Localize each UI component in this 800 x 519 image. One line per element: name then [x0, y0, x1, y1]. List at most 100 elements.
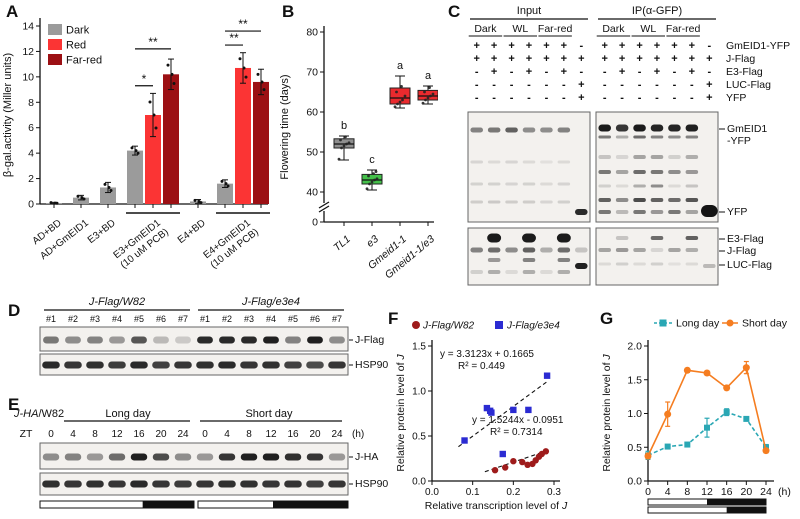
svg-text:y = 1.5244x - 0.0951: y = 1.5244x - 0.0951	[472, 415, 564, 426]
panel-e-label: E	[8, 395, 20, 414]
data-point	[704, 424, 711, 431]
svg-text:-: -	[527, 79, 531, 91]
blot-band	[598, 184, 611, 188]
svg-text:Relative protein level of J: Relative protein level of J	[395, 354, 407, 472]
scatter-point-e3e4	[510, 406, 517, 414]
blot-band	[668, 124, 681, 132]
svg-text:-: -	[545, 66, 549, 78]
blot-band	[598, 198, 611, 202]
blot-band	[685, 170, 699, 174]
panel-a: A 0 2 4 6 8 10 12 14 β-gal.activity (Miller unit…	[0, 0, 272, 283]
svg-text:J-Flag/e3e4: J-Flag/e3e4	[241, 296, 300, 308]
panel-b-label: B	[282, 2, 295, 21]
blot-band	[218, 361, 236, 369]
svg-text:a: a	[397, 60, 404, 72]
svg-text:(h): (h)	[778, 486, 791, 498]
blot-band	[64, 480, 82, 488]
blot-band	[262, 480, 280, 488]
svg-text:+: +	[491, 66, 497, 78]
svg-text:+: +	[636, 40, 642, 52]
blot-band	[505, 247, 518, 253]
blot-band	[575, 263, 588, 269]
blot-band	[240, 361, 258, 369]
svg-text:HSP90: HSP90	[355, 478, 388, 490]
svg-text:#4: #4	[112, 314, 122, 324]
blot-band	[668, 198, 681, 202]
blot-band	[615, 155, 629, 159]
svg-text:-: -	[620, 92, 624, 104]
svg-text:E3+BD: E3+BD	[86, 218, 118, 246]
blot-band	[685, 198, 699, 202]
blot-band	[557, 247, 571, 253]
svg-text:#1: #1	[46, 314, 56, 324]
blot-box	[39, 326, 349, 352]
svg-text:Flowering time (days): Flowering time (days)	[279, 74, 291, 179]
panel-e: E J-HA/W82 Long day Short day ZT 0 4 8 12 16 20 24…	[0, 387, 392, 519]
svg-text:0: 0	[312, 217, 318, 229]
blot-band	[505, 160, 518, 164]
svg-text:-: -	[638, 66, 642, 78]
blot-band	[505, 127, 518, 133]
svg-text:-: -	[492, 79, 496, 91]
blot-band	[328, 453, 346, 461]
blot-band	[598, 248, 611, 252]
svg-text:J-Flag/W82: J-Flag/W82	[88, 296, 145, 308]
svg-text:-: -	[690, 92, 694, 104]
svg-text:+: +	[491, 40, 497, 52]
svg-text:+: +	[636, 53, 642, 65]
blot-band	[328, 480, 346, 488]
svg-text:+: +	[671, 53, 677, 65]
blot-band	[284, 453, 302, 461]
svg-text:R² = 0.7314: R² = 0.7314	[490, 427, 543, 438]
svg-text:-: -	[603, 66, 607, 78]
svg-text:-: -	[655, 92, 659, 104]
blot-band	[43, 336, 59, 344]
svg-text:E3-Flag: E3-Flag	[726, 66, 763, 78]
svg-text:8: 8	[684, 486, 690, 498]
svg-text:-: -	[603, 79, 607, 91]
svg-text:LUC-Flag: LUC-Flag	[727, 259, 772, 271]
blot-band	[306, 480, 324, 488]
blot-band	[650, 124, 664, 132]
svg-text:Input: Input	[517, 5, 541, 17]
photoperiod-bar-long-day	[39, 500, 195, 509]
svg-text:+: +	[543, 53, 549, 65]
svg-text:+: +	[689, 53, 695, 65]
svg-text:GmEID1: GmEID1	[727, 123, 767, 135]
blot-band	[615, 236, 629, 240]
svg-text:16: 16	[287, 429, 299, 440]
blot-band	[557, 258, 571, 262]
blot-band	[615, 170, 629, 174]
blot-band	[328, 361, 346, 369]
svg-text:8: 8	[92, 429, 98, 440]
blot-band	[470, 270, 483, 274]
svg-text:*: *	[142, 72, 147, 86]
blot-band	[522, 127, 536, 133]
svg-text:12: 12	[701, 486, 713, 498]
blot-band	[598, 135, 611, 139]
scatter-point-w82	[510, 458, 517, 465]
blot-band	[505, 182, 518, 186]
blot-band	[668, 248, 681, 252]
blot-band	[240, 480, 258, 488]
svg-text:+: +	[706, 53, 712, 65]
svg-text:#7: #7	[332, 314, 342, 324]
svg-text:E3-Flag: E3-Flag	[727, 233, 764, 245]
blot-band	[668, 135, 681, 139]
blot-band	[153, 336, 169, 344]
svg-text:#3: #3	[90, 314, 100, 324]
blot-band	[196, 361, 214, 369]
blot-band	[86, 480, 104, 488]
blot-band	[470, 247, 483, 253]
svg-text:Relative transcription level o: Relative transcription level of J	[425, 500, 568, 512]
blot-band	[522, 160, 536, 164]
blot-band	[108, 361, 126, 369]
svg-text:-: -	[545, 92, 549, 104]
blot-band	[218, 453, 236, 461]
blot-band	[487, 160, 501, 164]
blot-band	[556, 233, 571, 243]
svg-text:+: +	[578, 79, 584, 91]
blot-band	[633, 198, 646, 202]
blot-band	[598, 210, 611, 214]
